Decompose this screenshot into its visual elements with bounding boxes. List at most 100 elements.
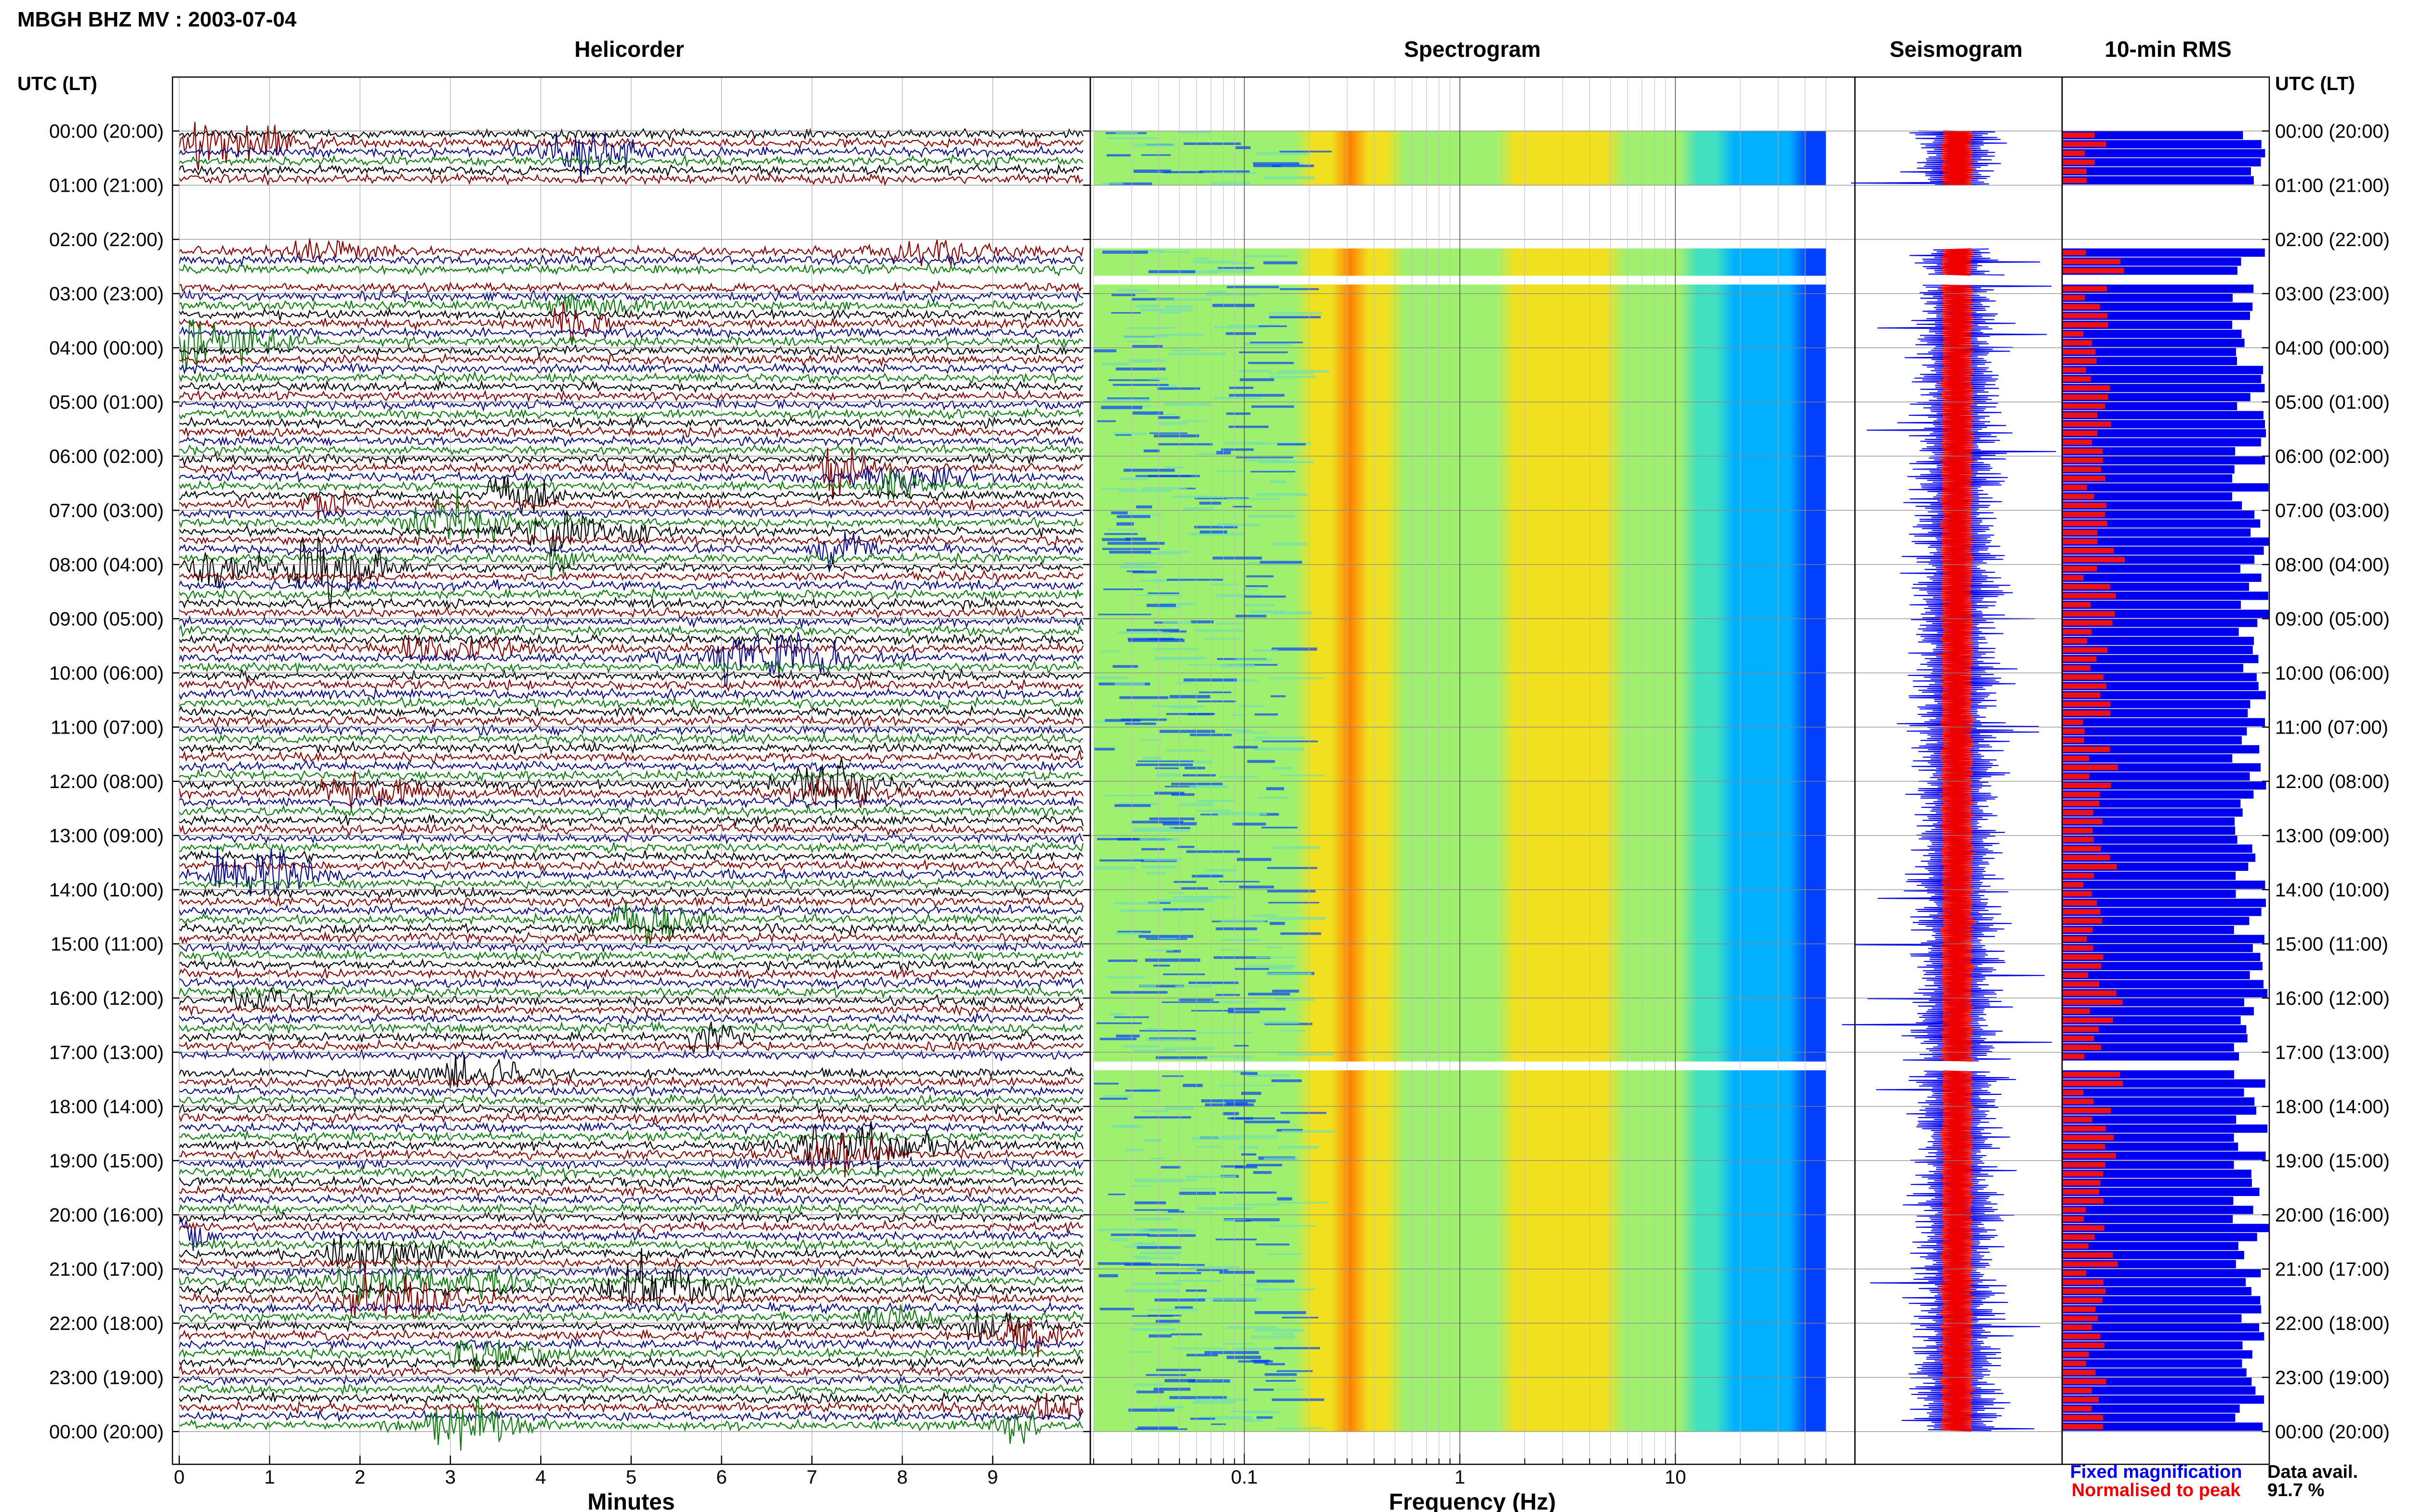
spectrogram-speckle	[1173, 1347, 1227, 1350]
spectrogram-speckle	[1210, 1423, 1226, 1425]
rms-fixed-bar	[2062, 898, 2266, 907]
spectrogram-speckle	[1268, 312, 1322, 315]
spectrogram-speckle	[1108, 379, 1160, 381]
spectrogram-speckle	[1214, 396, 1263, 399]
spectrogram-speckle	[1262, 740, 1318, 743]
spectrogram-speckle	[1267, 972, 1312, 975]
rms-normalised-bar	[2062, 963, 2102, 969]
spectrogram-speckle	[1107, 529, 1137, 531]
spectrogram-speckle	[1153, 434, 1200, 437]
spectrogram-speckle	[1204, 638, 1240, 640]
spectrogram-speckle	[1276, 1370, 1313, 1372]
rms-fixed-bar	[2062, 871, 2236, 880]
spectrogram-speckle	[1282, 1130, 1335, 1133]
spectrogram-speckle	[1199, 501, 1221, 505]
spectrogram-speckle	[1109, 551, 1151, 554]
legend-normalised-to-peak: Normalised to peak	[2072, 1480, 2241, 1500]
y-tick-label-right: 01:00 (21:00)	[2275, 175, 2390, 197]
rms-normalised-bar	[2062, 774, 2090, 779]
spectrogram-speckle	[1267, 867, 1318, 869]
rms-fixed-bar	[2062, 1115, 2237, 1124]
helicorder-title: Helicorder	[574, 37, 684, 62]
spectrogram-x-tick-label: 1	[1455, 1467, 1465, 1488]
rms-normalised-bar	[2062, 1108, 2111, 1114]
y-tick-label-right: 02:00 (22:00)	[2275, 229, 2390, 250]
rms-fixed-bar	[2062, 691, 2266, 699]
spectrogram-speckle	[1268, 902, 1319, 904]
spectrogram-speckle	[1275, 998, 1315, 1001]
rms-normalised-bar	[2062, 783, 2111, 789]
spectrogram-speckle	[1133, 144, 1175, 147]
rms-normalised-bar	[2062, 593, 2116, 599]
spectrogram-speckle	[1163, 908, 1204, 910]
rms-normalised-bar	[2062, 791, 2100, 797]
spectrogram-speckle	[1239, 351, 1288, 354]
spectrogram-speckle	[1204, 1351, 1259, 1354]
spectrogram-speckle	[1232, 1070, 1250, 1073]
spectrogram-speckle	[1226, 1355, 1261, 1359]
spectrogram-speckle	[1119, 909, 1135, 912]
spectrogram-speckle	[1142, 757, 1162, 760]
spectrogram-speckle	[1139, 985, 1157, 988]
spectrogram-speckle	[1116, 289, 1149, 292]
y-tick-label-left: 00:00 (20:00)	[49, 1421, 164, 1443]
spectrogram-speckle	[1164, 402, 1210, 406]
rms-fixed-bar	[2062, 790, 2254, 799]
rms-fixed-bar	[2062, 953, 2261, 961]
spectrogram-speckle	[1199, 691, 1231, 694]
rms-fixed-bar	[2062, 248, 2265, 257]
spectrogram-speckle	[1132, 345, 1163, 348]
rms-fixed-bar	[2062, 329, 2242, 338]
spectrogram-speckle	[1229, 386, 1254, 389]
spectrogram-speckle	[1099, 859, 1144, 862]
spectrogram-speckle	[1102, 362, 1129, 366]
spectrogram-speckle	[1105, 719, 1141, 722]
rms-fixed-bar	[2062, 971, 2250, 979]
spectrogram-speckle	[1243, 588, 1259, 591]
rms-fixed-bar	[2062, 1323, 2259, 1332]
helicorder-x-tick-label: 3	[445, 1467, 456, 1488]
spectrogram-speckle	[1217, 470, 1245, 473]
spectrogram-speckle	[1119, 696, 1169, 699]
spectrogram-speckle	[1155, 384, 1176, 388]
spectrogram-speckle	[1193, 260, 1234, 264]
spectrogram-speckle	[1094, 867, 1136, 870]
spectrogram-speckle	[1200, 1416, 1253, 1420]
rms-normalised-bar	[2062, 737, 2084, 743]
rms-normalised-bar	[2062, 719, 2083, 725]
rms-normalised-bar	[2062, 1415, 2104, 1420]
rms-fixed-bar	[2062, 573, 2262, 582]
spectrogram-speckle	[1222, 1343, 1255, 1345]
rms-normalised-bar	[2062, 1008, 2090, 1014]
spectrogram-speckle	[1158, 443, 1213, 446]
rms-normalised-bar	[2062, 304, 2100, 310]
spectrogram-speckle	[1116, 1034, 1140, 1038]
spectrogram-speckle	[1229, 425, 1269, 428]
rms-fixed-bar	[2062, 384, 2265, 393]
spectrogram-speckle	[1155, 1272, 1201, 1275]
spectrogram-image	[1094, 79, 1853, 1462]
y-tick-label-left: 13:00 (09:00)	[49, 826, 164, 847]
rms-normalised-bar	[2062, 502, 2106, 508]
spectrogram-speckle	[1197, 453, 1226, 455]
rms-fixed-bar	[2062, 149, 2265, 158]
spectrogram-speckle	[1196, 1207, 1253, 1210]
spectrogram-speckle	[1141, 1110, 1169, 1113]
seismogram-fixed-magnification-trace	[1909, 248, 2040, 276]
spectrogram-speckle	[1235, 968, 1269, 970]
rms-normalised-bar	[2062, 376, 2091, 382]
spectrogram-speckle	[1272, 542, 1307, 546]
spectrogram-x-tick-label: 0.1	[1231, 1467, 1258, 1488]
rms-normalised-bar	[2062, 1270, 2086, 1276]
rms-normalised-bar	[2062, 1342, 2105, 1348]
spectrogram-speckle	[1194, 526, 1238, 529]
rms-normalised-bar	[2062, 864, 2117, 869]
spectrogram-speckle	[1097, 420, 1116, 422]
spectrogram-speckle	[1163, 973, 1205, 975]
spectrogram-speckle	[1261, 827, 1297, 828]
y-tick-label-left: 01:00 (21:00)	[49, 175, 164, 197]
rms-normalised-bar	[2062, 674, 2104, 680]
spectrogram-speckle	[1256, 1416, 1273, 1419]
rms-fixed-bar	[2062, 1088, 2244, 1097]
spectrogram-speckle	[1254, 736, 1304, 739]
